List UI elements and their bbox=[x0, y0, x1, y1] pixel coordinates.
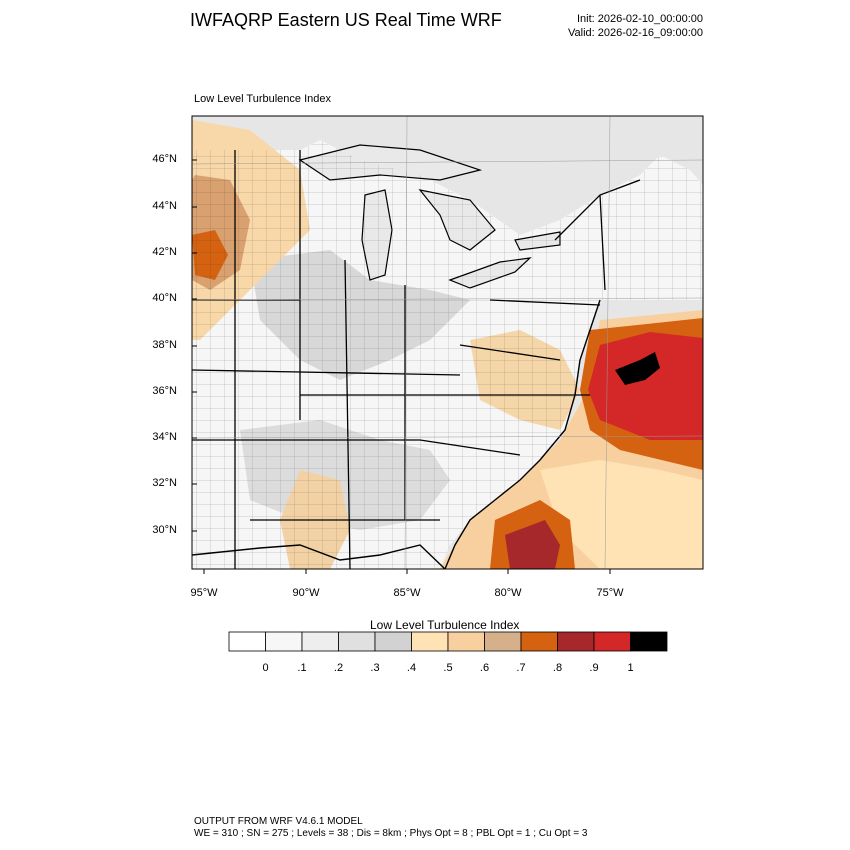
gulf-coastline bbox=[192, 544, 446, 569]
lon-label: 75°W bbox=[596, 587, 624, 599]
lat-label: 40°N bbox=[152, 292, 177, 304]
lat-label: 42°N bbox=[152, 246, 177, 258]
colorbar-tick-label: .5 bbox=[443, 662, 453, 674]
footer-model-line: OUTPUT FROM WRF V4.6.1 MODEL bbox=[194, 816, 363, 827]
colorbar-swatch bbox=[411, 631, 449, 652]
colorbar-swatch bbox=[484, 631, 522, 652]
colorbar-swatch bbox=[520, 631, 558, 652]
lon-tick-marks bbox=[203, 569, 611, 574]
ocean-red-core bbox=[588, 332, 703, 440]
colorbar-swatch bbox=[557, 631, 595, 652]
coastline bbox=[444, 299, 601, 569]
ocean-black-cell bbox=[615, 352, 660, 385]
lat-label: 38°N bbox=[152, 339, 177, 351]
colorbar-tick-label: .7 bbox=[516, 662, 526, 674]
colorbar-tick-label: .3 bbox=[370, 662, 380, 674]
colorbar-title: Low Level Turbulence Index bbox=[370, 618, 520, 632]
lat-label: 34°N bbox=[152, 431, 177, 443]
colorbar-swatch bbox=[447, 631, 485, 652]
lat-label: 36°N bbox=[152, 385, 177, 397]
colorbar-swatch bbox=[301, 631, 339, 652]
lat-label: 30°N bbox=[152, 524, 177, 536]
footer-config-line: WE = 310 ; SN = 275 ; Levels = 38 ; Dis … bbox=[194, 828, 588, 839]
colorbar-tick-label: 0 bbox=[262, 662, 269, 674]
county-boundaries bbox=[192, 140, 703, 569]
colorbar-swatch bbox=[593, 631, 631, 652]
ocean-light-tan bbox=[540, 460, 703, 569]
colorbar-swatch bbox=[374, 631, 412, 652]
colorbar-tick-label: .9 bbox=[589, 662, 599, 674]
colorbar-swatch bbox=[338, 631, 376, 652]
plot-title: IWFAQRP Eastern US Real Time WRF bbox=[190, 10, 502, 30]
colorbar-tick-label: .1 bbox=[297, 662, 307, 674]
lat-label: 44°N bbox=[152, 200, 177, 212]
lon-label: 90°W bbox=[292, 587, 320, 599]
valid-time: Valid: 2026-02-16_09:00:00 bbox=[568, 27, 703, 39]
lat-label: 32°N bbox=[152, 477, 177, 489]
colorbar bbox=[228, 631, 668, 652]
state-boundaries bbox=[192, 150, 641, 569]
field-label: Low Level Turbulence Index bbox=[194, 93, 331, 105]
lat-tick-marks bbox=[192, 159, 197, 532]
graticule bbox=[192, 116, 703, 569]
lon-label: 85°W bbox=[393, 587, 421, 599]
colorbar-swatch bbox=[228, 631, 266, 652]
colorbar-tick-label: .2 bbox=[333, 662, 344, 674]
ocean-south-red bbox=[505, 520, 560, 569]
lon-label: 80°W bbox=[494, 587, 522, 599]
lat-label: 46°N bbox=[152, 153, 177, 165]
map-area bbox=[192, 116, 703, 569]
map-frame bbox=[191, 115, 704, 570]
lon-label: 95°W bbox=[190, 587, 218, 599]
colorbar-tick-label: .8 bbox=[552, 662, 563, 674]
colorbar-tick-label: .6 bbox=[479, 662, 490, 674]
colorbar-tick-label: .4 bbox=[406, 662, 417, 674]
colorbar-swatch bbox=[630, 631, 668, 652]
init-time: Init: 2026-02-10_00:00:00 bbox=[577, 13, 703, 25]
colorbar-tick-label: 1 bbox=[627, 662, 634, 674]
colorbar-swatch bbox=[265, 631, 303, 652]
